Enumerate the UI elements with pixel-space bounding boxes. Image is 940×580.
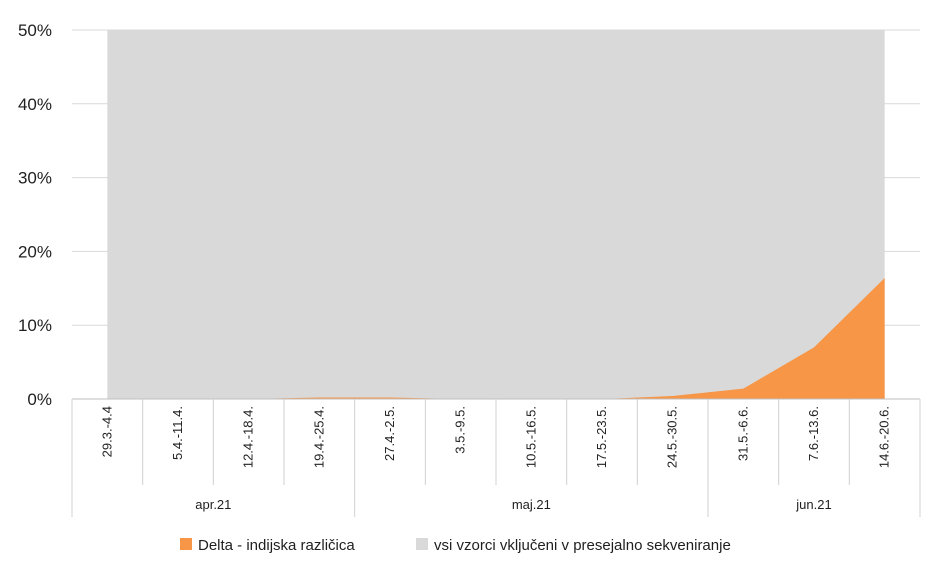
x-tick-label: 3.5.-9.5. bbox=[453, 406, 468, 454]
x-group-label: jun.21 bbox=[795, 497, 831, 512]
x-tick-label: 17.5.-23.5. bbox=[594, 406, 609, 468]
y-tick-label: 50% bbox=[18, 21, 52, 40]
x-tick-label: 29.3.-4.4 bbox=[99, 406, 114, 457]
legend-label-all-samples: vsi vzorci vključeni v presejalno sekven… bbox=[434, 537, 731, 554]
x-tick-label: 27.4.-2.5. bbox=[382, 406, 397, 461]
legend-swatch-all-samples bbox=[416, 538, 428, 550]
x-tick-label: 5.4.-11.4. bbox=[170, 406, 185, 460]
x-tick-label: 7.6.-13.6. bbox=[806, 406, 821, 461]
y-tick-label: 0% bbox=[27, 390, 52, 409]
y-tick-label: 20% bbox=[18, 242, 52, 261]
area-all-samples bbox=[107, 30, 885, 399]
x-group-label: maj.21 bbox=[512, 497, 551, 512]
x-tick-label: 19.4.-25.4. bbox=[311, 406, 326, 468]
y-tick-label: 10% bbox=[18, 316, 52, 335]
plot-area bbox=[107, 30, 885, 399]
x-group-label: apr.21 bbox=[195, 497, 231, 512]
x-tick-label: 10.5.-16.5. bbox=[523, 406, 538, 468]
legend-label-delta: Delta - indijska različica bbox=[198, 537, 355, 554]
legend-swatch-delta bbox=[180, 538, 192, 550]
y-tick-label: 40% bbox=[18, 95, 52, 114]
x-axis: 29.3.-4.4 5.4.-11.4. 12.4.-18.4. 19.4.-25.4… bbox=[71, 398, 921, 517]
x-tick-label: 12.4.-18.4. bbox=[241, 406, 256, 468]
legend: Delta - indijska različica vsi vzorci vk… bbox=[180, 537, 731, 554]
x-tick-label: 24.5.-30.5. bbox=[665, 406, 680, 468]
y-tick-label: 30% bbox=[18, 169, 52, 188]
x-tick-label: 31.5.-6.6. bbox=[735, 406, 750, 461]
x-tick-label: 14.6.-20.6. bbox=[877, 406, 892, 468]
area-delta bbox=[107, 277, 885, 399]
y-axis: 0% 10% 20% 30% 40% 50% bbox=[18, 21, 52, 409]
